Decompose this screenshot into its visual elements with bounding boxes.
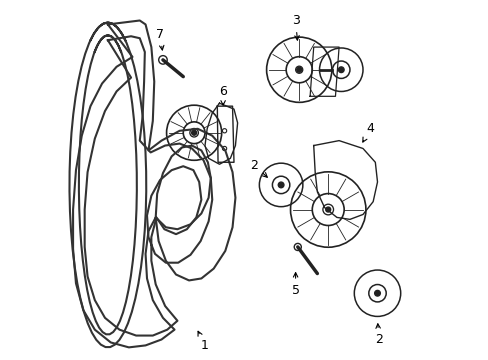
Circle shape: [325, 207, 330, 212]
Text: 2: 2: [250, 159, 267, 177]
Text: 1: 1: [198, 331, 208, 352]
Text: 7: 7: [156, 28, 163, 50]
Circle shape: [296, 67, 301, 72]
Circle shape: [294, 243, 301, 251]
Text: 3: 3: [291, 14, 299, 40]
Circle shape: [295, 66, 302, 73]
Text: 4: 4: [362, 122, 373, 142]
Circle shape: [278, 182, 284, 188]
Text: 5: 5: [291, 273, 299, 297]
Text: 2: 2: [374, 324, 382, 346]
Circle shape: [374, 291, 380, 296]
Circle shape: [191, 130, 196, 135]
Circle shape: [338, 67, 344, 73]
Circle shape: [189, 129, 198, 137]
Circle shape: [322, 204, 333, 215]
Text: 6: 6: [219, 85, 226, 105]
Circle shape: [159, 56, 167, 64]
